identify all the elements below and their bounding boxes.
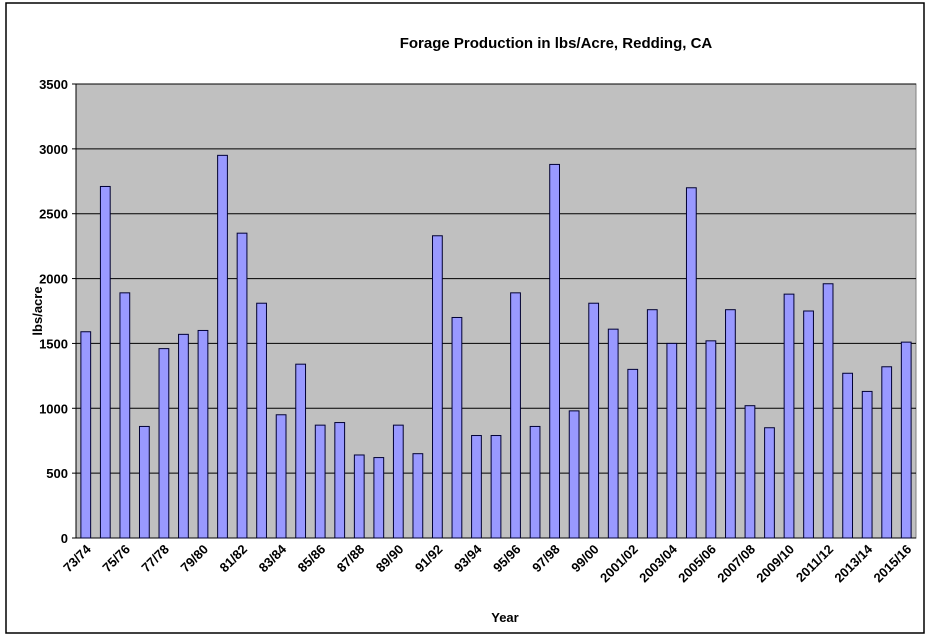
- y-tick-label: 1000: [39, 401, 68, 416]
- bar: [138, 425, 150, 539]
- bar: [451, 316, 463, 539]
- bar: [568, 410, 580, 539]
- bar: [392, 424, 404, 539]
- chart-title: Forage Production in lbs/Acre, Redding, …: [400, 35, 713, 52]
- y-tick-label: 3000: [39, 142, 68, 157]
- y-tick-label: 2000: [39, 272, 68, 287]
- bar: [822, 283, 834, 539]
- bar: [549, 163, 560, 539]
- bar: [666, 342, 678, 539]
- bar: [353, 454, 365, 539]
- bar: [471, 435, 482, 539]
- bar: [529, 425, 541, 539]
- y-tick-label: 0: [61, 531, 68, 546]
- y-tick-label: 3500: [39, 77, 68, 92]
- bar: [197, 329, 209, 539]
- bar: [627, 368, 639, 539]
- bar: [861, 390, 873, 539]
- bar: [432, 235, 443, 539]
- bar: [217, 154, 228, 539]
- bar: [373, 457, 385, 539]
- bar: [744, 405, 756, 539]
- bar: [842, 372, 854, 539]
- bar: [510, 292, 521, 539]
- bar: [178, 333, 189, 539]
- y-tick-label: 2500: [39, 207, 68, 222]
- bar: [236, 232, 248, 539]
- bar: [764, 427, 775, 539]
- x-axis-label: Year: [491, 610, 518, 625]
- bar: [314, 424, 326, 539]
- y-tick-label: 500: [46, 466, 68, 481]
- bar: [588, 302, 600, 539]
- bar: [275, 414, 287, 539]
- bar: [256, 302, 267, 539]
- y-tick-label: 1500: [39, 336, 68, 351]
- bar: [158, 348, 170, 539]
- y-axis-label: lbs/acre: [30, 286, 45, 335]
- bar: [803, 310, 814, 539]
- bar: [685, 187, 697, 539]
- bar: [490, 435, 502, 539]
- bar: [334, 422, 346, 539]
- bar: [412, 453, 424, 539]
- bar: [119, 292, 131, 539]
- bar: [705, 340, 717, 539]
- bar: [881, 366, 893, 539]
- bar: [607, 328, 619, 539]
- bar: [783, 293, 795, 539]
- bar: [99, 185, 111, 539]
- bar: [646, 309, 658, 539]
- bar: [80, 331, 92, 539]
- bar: [725, 309, 736, 539]
- bar: [295, 363, 307, 539]
- bar: [900, 341, 912, 539]
